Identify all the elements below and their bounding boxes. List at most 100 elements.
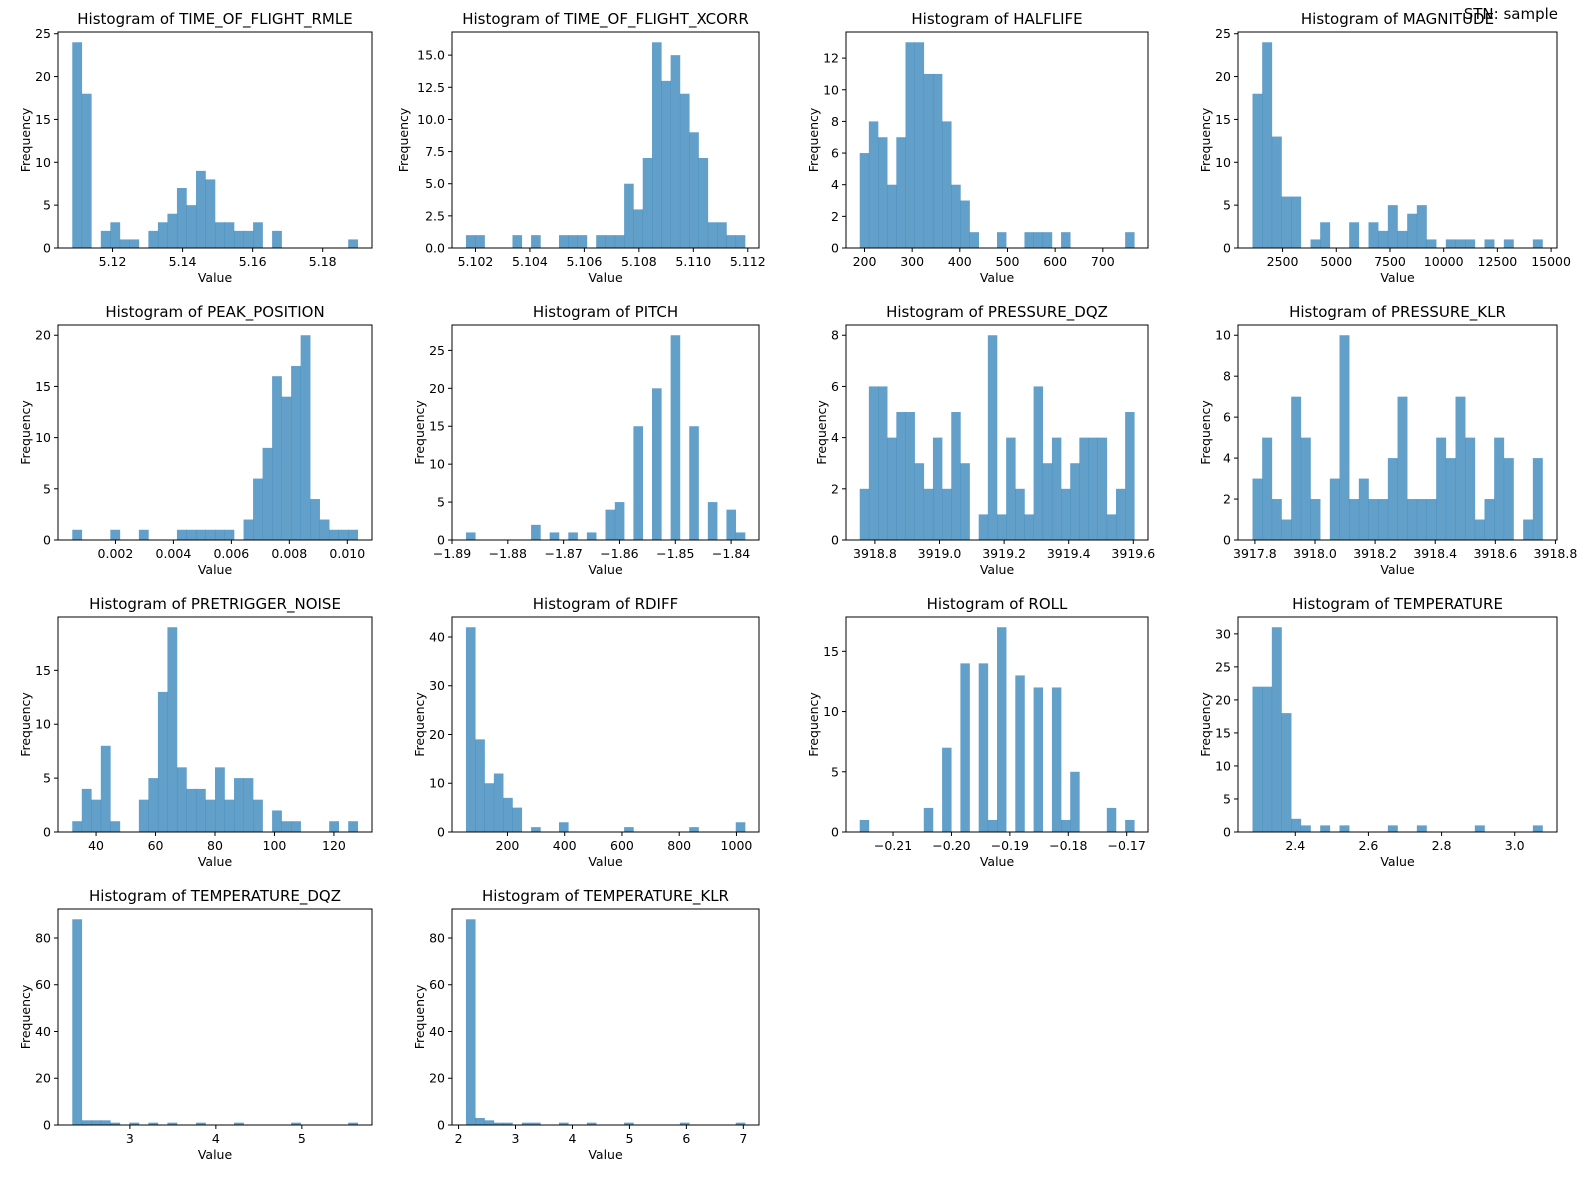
histogram-bar (72, 529, 83, 540)
y-tick-label: 4 (831, 177, 839, 192)
y-axis-label: Frequency (18, 984, 33, 1049)
histogram-bar (503, 1122, 513, 1125)
chart-title: Histogram of RDIFF (533, 595, 678, 613)
y-tick-label: 25 (1215, 659, 1231, 674)
x-tick-label: 500 (996, 254, 1020, 269)
histogram-bar (157, 691, 168, 832)
histogram-bar (310, 499, 320, 540)
x-tick-label: 400 (948, 254, 972, 269)
histogram-bar (1387, 825, 1398, 832)
histogram-bar (1281, 519, 1292, 540)
histogram-bar (1061, 232, 1071, 248)
x-axis-label: Value (198, 1147, 233, 1162)
histogram-bar (914, 42, 925, 249)
y-tick-label: 20 (429, 1071, 445, 1086)
y-tick-label: 40 (429, 629, 445, 644)
y-axis-label: Frequency (412, 692, 427, 757)
histogram-bar (1033, 232, 1044, 248)
histogram-bar (859, 819, 870, 832)
y-tick-label: 2.5 (425, 208, 445, 223)
y-tick-label: 15 (429, 419, 445, 434)
histogram-bar (1416, 205, 1427, 248)
histogram-bar (1368, 222, 1379, 248)
y-tick-label: 0 (831, 241, 839, 256)
y-tick-label: 15 (35, 379, 51, 394)
y-tick-label: 8 (831, 114, 839, 129)
histogram-bar (329, 821, 339, 832)
y-tick-label: 5 (437, 495, 445, 510)
histogram-panel: 0.002 0.004 0.006 0.008 0.010 0 5 10 15 20 Histogr… (18, 303, 373, 577)
histogram-bar (186, 205, 197, 248)
histogram-bar (205, 799, 216, 832)
histogram-bar (72, 42, 83, 249)
histogram-bar (1125, 232, 1135, 248)
histogram-bar (905, 42, 915, 249)
axes-frame (451, 31, 760, 249)
x-tick-label: 15000 (1531, 254, 1571, 269)
y-tick-label: 5 (831, 764, 839, 779)
histogram-bar (1106, 807, 1117, 832)
y-tick-label: 10 (823, 704, 839, 719)
histogram-bar (1125, 819, 1135, 832)
chart-title: Histogram of TEMPERATURE (1292, 595, 1503, 613)
histogram-panel: 2500 5000 7500 10000 12500 15000 0 5 10 15 20 25 His… (1198, 10, 1571, 285)
histogram-bar (1416, 825, 1427, 832)
histogram-panel: 3 4 5 0 20 40 60 80 Histogram of TEMPERATURE_DQZ… (18, 887, 373, 1162)
x-tick-label: 3918.0 (1293, 546, 1337, 561)
y-tick-label: 15 (35, 112, 51, 127)
histogram-panel: 5.12 5.14 5.16 5.18 0 5 10 15 20 25 Histogram of T… (18, 10, 373, 285)
x-tick-label: −1.86 (600, 546, 638, 561)
axes-frame (1237, 616, 1558, 833)
histogram-bar (1070, 463, 1080, 540)
histogram-bar (923, 488, 934, 540)
x-tick-label: 200 (496, 838, 520, 853)
histogram-bar (679, 93, 690, 248)
histogram-bar (614, 502, 625, 540)
histogram-bar (138, 529, 149, 540)
histogram-bar (272, 230, 282, 248)
y-axis-label: Frequency (1198, 107, 1213, 172)
histogram-bar (1523, 519, 1534, 540)
histogram-bar (215, 529, 225, 540)
histogram-bar (1416, 499, 1427, 540)
x-tick-label: 3 (126, 1131, 134, 1146)
x-tick-label: 80 (207, 838, 223, 853)
x-tick-label: 3.0 (1505, 838, 1525, 853)
x-tick-label: 3918.8 (853, 546, 897, 561)
histogram-bar (661, 80, 671, 248)
histogram-bar (987, 335, 998, 540)
y-tick-label: 60 (429, 977, 445, 992)
axes-frame (451, 908, 760, 1126)
x-tick-label: −1.85 (656, 546, 694, 561)
histogram-bar (859, 153, 870, 248)
histogram-bar (960, 663, 970, 832)
histogram-bar (319, 519, 330, 540)
histogram-bar (475, 1117, 485, 1125)
x-tick-label: 800 (667, 838, 691, 853)
histogram-bar (942, 488, 952, 540)
histogram-bar (1474, 825, 1485, 832)
histogram-bar (735, 532, 746, 540)
histogram-bar (243, 519, 254, 540)
histogram-bar (670, 335, 681, 540)
histogram-bar (1532, 825, 1543, 832)
histogram-panel: 40 60 80 100 120 0 5 10 15 Histogram of PRETRIGGE… (18, 595, 373, 869)
y-axis-label: Frequency (18, 692, 33, 757)
histogram-bar (1445, 239, 1456, 248)
x-tick-label: 40 (88, 838, 104, 853)
histogram-bar (281, 396, 292, 540)
histogram-bar (868, 386, 879, 540)
histogram-bar (1436, 437, 1447, 540)
histogram-bar (243, 230, 254, 248)
histogram-bar (670, 55, 681, 249)
y-tick-label: 12.5 (417, 80, 445, 95)
histogram-bar (512, 235, 523, 248)
histogram-bar (577, 235, 588, 248)
histogram-bar (914, 463, 925, 540)
axes-frame (1237, 31, 1558, 249)
histogram-bar (348, 821, 359, 832)
histogram-bar (1455, 396, 1466, 540)
histogram-bar (1339, 825, 1350, 832)
histogram-bar (1407, 499, 1418, 540)
x-tick-label: 5 (625, 1131, 633, 1146)
